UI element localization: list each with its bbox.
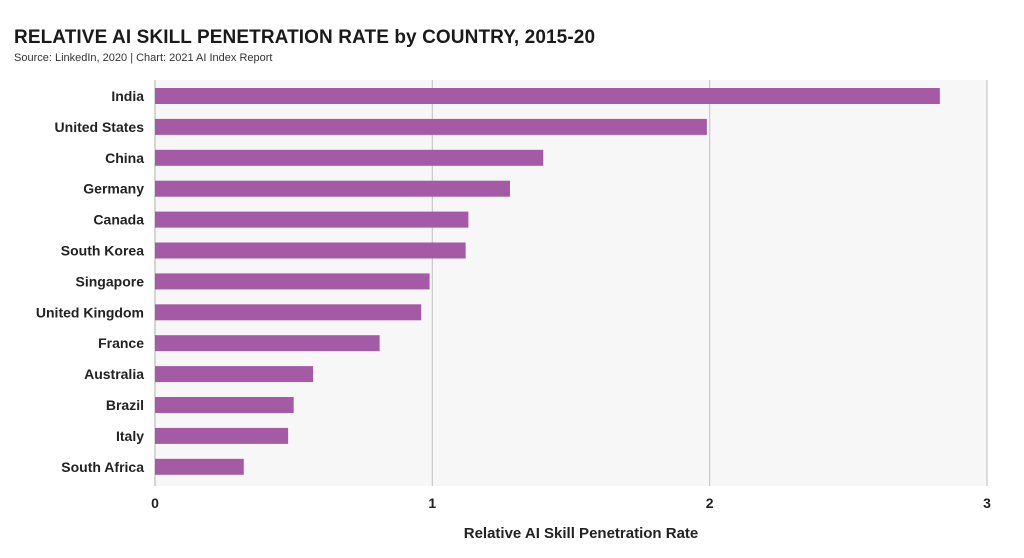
category-labels: India United States China Germany Canada Sout… [36,88,144,475]
bar-south-africa [155,458,244,475]
x-tick-label: 1 [428,495,436,511]
category-label: India [111,88,144,104]
bar-china [155,149,544,166]
category-label: France [98,335,144,351]
x-tick-label: 2 [706,495,714,511]
category-label: United Kingdom [36,304,144,320]
bar-brazil [155,397,294,413]
bar-india [155,88,940,104]
chart-subtitle: Source: LinkedIn, 2020 | Chart: 2021 AI … [14,52,273,64]
category-label: Canada [93,212,144,228]
category-label: Singapore [76,273,145,289]
x-tick-labels: 0 1 2 3 [151,495,991,511]
bar-singapore [155,273,430,290]
bar-germany [155,180,510,197]
bar-italy [155,427,289,444]
bar-france [155,335,380,352]
chart-title: RELATIVE AI SKILL PENETRATION RATE by CO… [14,27,596,48]
bar-south-korea [155,242,466,259]
x-tick-label: 0 [151,495,159,511]
category-label: South Africa [61,459,144,475]
category-label: Brazil [106,397,144,413]
bar-united-states [155,118,707,135]
category-label: Australia [84,366,144,382]
bars [155,88,940,475]
category-label: United States [55,119,145,135]
bar-australia [155,366,314,383]
bar-canada [155,211,469,228]
x-tick-label: 3 [983,495,991,511]
category-label: South Korea [61,243,144,259]
x-axis-title: Relative AI Skill Penetration Rate [464,525,699,542]
bar-united-kingdom [155,304,422,321]
category-label: Italy [116,428,144,444]
category-label: Germany [83,181,144,197]
category-label: China [105,150,144,166]
